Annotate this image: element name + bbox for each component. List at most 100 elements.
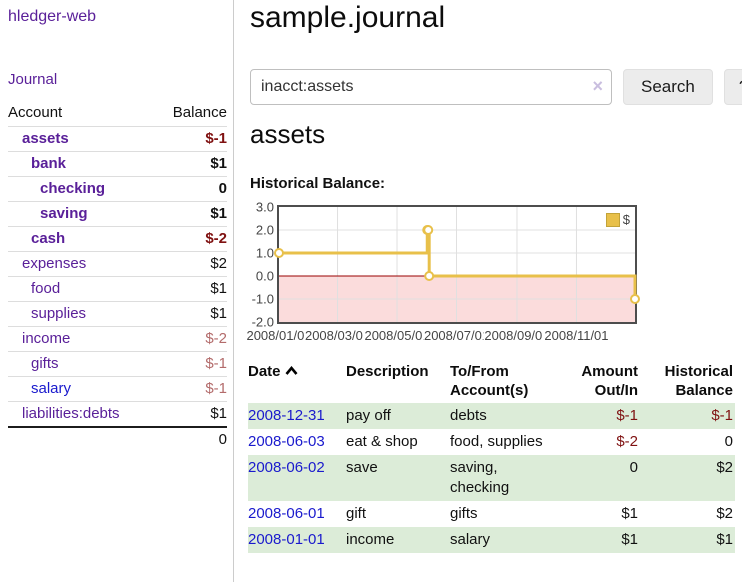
account-row[interactable]: expenses $2 <box>8 251 227 276</box>
account-link[interactable]: liabilities:debts <box>22 405 120 422</box>
account-balance: 0 <box>218 180 227 197</box>
account-row[interactable]: gifts $-1 <box>8 351 227 376</box>
accounts-cell: debts <box>450 407 487 424</box>
account-column-header: Account <box>8 104 63 121</box>
account-row[interactable]: bank $1 <box>8 151 227 176</box>
account-link[interactable]: income <box>22 330 71 347</box>
date-link[interactable]: 2008-06-03 <box>248 433 325 450</box>
register-row: 2008-12-31 pay off debts $-1 $-1 <box>248 403 735 429</box>
amount-cell: $1 <box>621 531 638 548</box>
date-link[interactable]: 2008-06-01 <box>248 505 325 522</box>
description-column-header: Description <box>346 363 429 380</box>
account-link[interactable]: bank <box>31 155 67 172</box>
y-axis-tick-label: 3.0 <box>255 199 274 215</box>
amount-cell: 0 <box>629 459 638 476</box>
accounts-cell: salary <box>450 531 491 548</box>
date-link[interactable]: 2008-12-31 <box>248 407 325 424</box>
account-balance: $-2 <box>205 330 227 347</box>
chart-line-svg <box>274 207 640 322</box>
account-link[interactable]: checking <box>40 180 106 197</box>
search-input-wrap: × <box>250 69 612 105</box>
account-row[interactable]: liabilities:debts $1 <box>8 401 227 426</box>
register-row: 2008-01-01 income salary $1 $1 <box>248 527 735 553</box>
search-button[interactable]: Search <box>623 69 713 105</box>
x-axis-tick-label: 2008/11/01 <box>543 328 610 343</box>
account-balance: $-1 <box>205 355 227 372</box>
account-row[interactable]: cash $-2 <box>8 226 227 251</box>
account-heading: assets <box>250 119 326 149</box>
accounts-table-body: assets $-1 bank $1 checking 0 saving $1 cash $-2 e… <box>8 126 227 426</box>
description-cell: pay off <box>346 407 391 424</box>
x-axis-tick-label: 2008/03/01 <box>303 328 372 343</box>
amount-column-header: Amount Out/In <box>581 363 638 399</box>
accounts-table: Account Balance assets $-1 bank $1 checking 0… <box>8 102 227 452</box>
balance-cell: $-1 <box>711 407 733 424</box>
amount-cell: $-2 <box>616 433 638 450</box>
account-balance: $-2 <box>205 230 227 247</box>
account-link[interactable]: expenses <box>22 255 87 272</box>
balance-cell: $1 <box>716 531 733 548</box>
account-balance: $1 <box>210 405 227 422</box>
account-balance: $2 <box>210 255 227 272</box>
register-header-row: Date Description To/From Account(s) Amou… <box>248 360 735 403</box>
account-row[interactable]: saving $1 <box>8 201 227 226</box>
help-button[interactable]: ? <box>723 69 742 105</box>
amount-cell: $-1 <box>616 407 638 424</box>
account-balance: $1 <box>210 205 227 222</box>
date-column-header: Date <box>248 360 346 403</box>
register-row: 2008-06-01 gift gifts $1 $2 <box>248 501 735 527</box>
y-axis-tick-label: 2.0 <box>255 222 274 238</box>
legend-color-swatch <box>605 212 620 227</box>
accounts-cell: gifts <box>450 505 478 522</box>
account-row[interactable]: supplies $1 <box>8 301 227 326</box>
accounts-column-header: To/From Account(s) <box>450 363 529 399</box>
accounts-total: 0 <box>8 426 227 452</box>
register-row: 2008-06-02 save saving, checking 0 $2 <box>248 455 735 501</box>
y-axis-tick-label: -1.0 <box>251 291 274 307</box>
account-balance: $1 <box>210 280 227 297</box>
x-axis-tick-label: 2008/05/01 <box>363 328 431 343</box>
balance-cell: $2 <box>716 505 733 522</box>
account-balance: $1 <box>210 155 227 172</box>
account-link[interactable]: gifts <box>31 355 59 372</box>
account-row[interactable]: assets $-1 <box>8 126 227 151</box>
app-brand-link[interactable]: hledger-web <box>8 8 97 25</box>
x-axis-tick-label: 2008/09/01 <box>483 328 551 343</box>
description-cell: income <box>346 531 395 548</box>
account-row[interactable]: income $-2 <box>8 326 227 351</box>
x-axis-tick-label: 2008/01/01 <box>245 328 313 343</box>
account-link[interactable]: assets <box>22 130 69 147</box>
accounts-cell: food, supplies <box>450 433 543 450</box>
account-link[interactable]: salary <box>31 380 72 397</box>
y-axis-tick-label: -2.0 <box>251 314 274 330</box>
sort-ascending-icon <box>285 362 298 381</box>
register-row: 2008-06-03 eat & shop food, supplies $-2 0 <box>248 429 735 455</box>
chart-plot-area: $ <box>274 205 640 324</box>
date-link[interactable]: 2008-01-01 <box>248 531 325 548</box>
x-axis-tick-label: 2008/07/01 <box>422 328 491 343</box>
account-link[interactable]: food <box>31 280 61 297</box>
sidebar-item-journal[interactable]: Journal <box>8 71 58 88</box>
register-table: Date Description To/From Account(s) Amou… <box>248 360 735 553</box>
account-link[interactable]: supplies <box>31 305 87 322</box>
balance-column-header: Historical Balance <box>664 363 733 399</box>
account-balance: $1 <box>210 305 227 322</box>
y-axis-tick-label: 0.0 <box>255 268 274 284</box>
accounts-table-header: Account Balance <box>8 102 227 126</box>
balance-cell: 0 <box>724 433 733 450</box>
account-row[interactable]: food $1 <box>8 276 227 301</box>
chart-legend: $ <box>603 211 632 228</box>
clear-search-icon[interactable]: × <box>592 76 603 96</box>
description-cell: save <box>346 459 378 476</box>
date-link[interactable]: 2008-06-02 <box>248 459 325 476</box>
account-link[interactable]: cash <box>31 230 66 247</box>
search-input[interactable] <box>250 69 612 105</box>
account-link[interactable]: saving <box>40 205 88 222</box>
account-row[interactable]: checking 0 <box>8 176 227 201</box>
account-balance: $-1 <box>205 380 227 397</box>
account-row[interactable]: salary $-1 <box>8 376 227 401</box>
balance-cell: $2 <box>716 459 733 476</box>
legend-label: $ <box>622 212 630 227</box>
description-cell: gift <box>346 505 367 522</box>
balance-column-header: Balance <box>172 104 227 121</box>
